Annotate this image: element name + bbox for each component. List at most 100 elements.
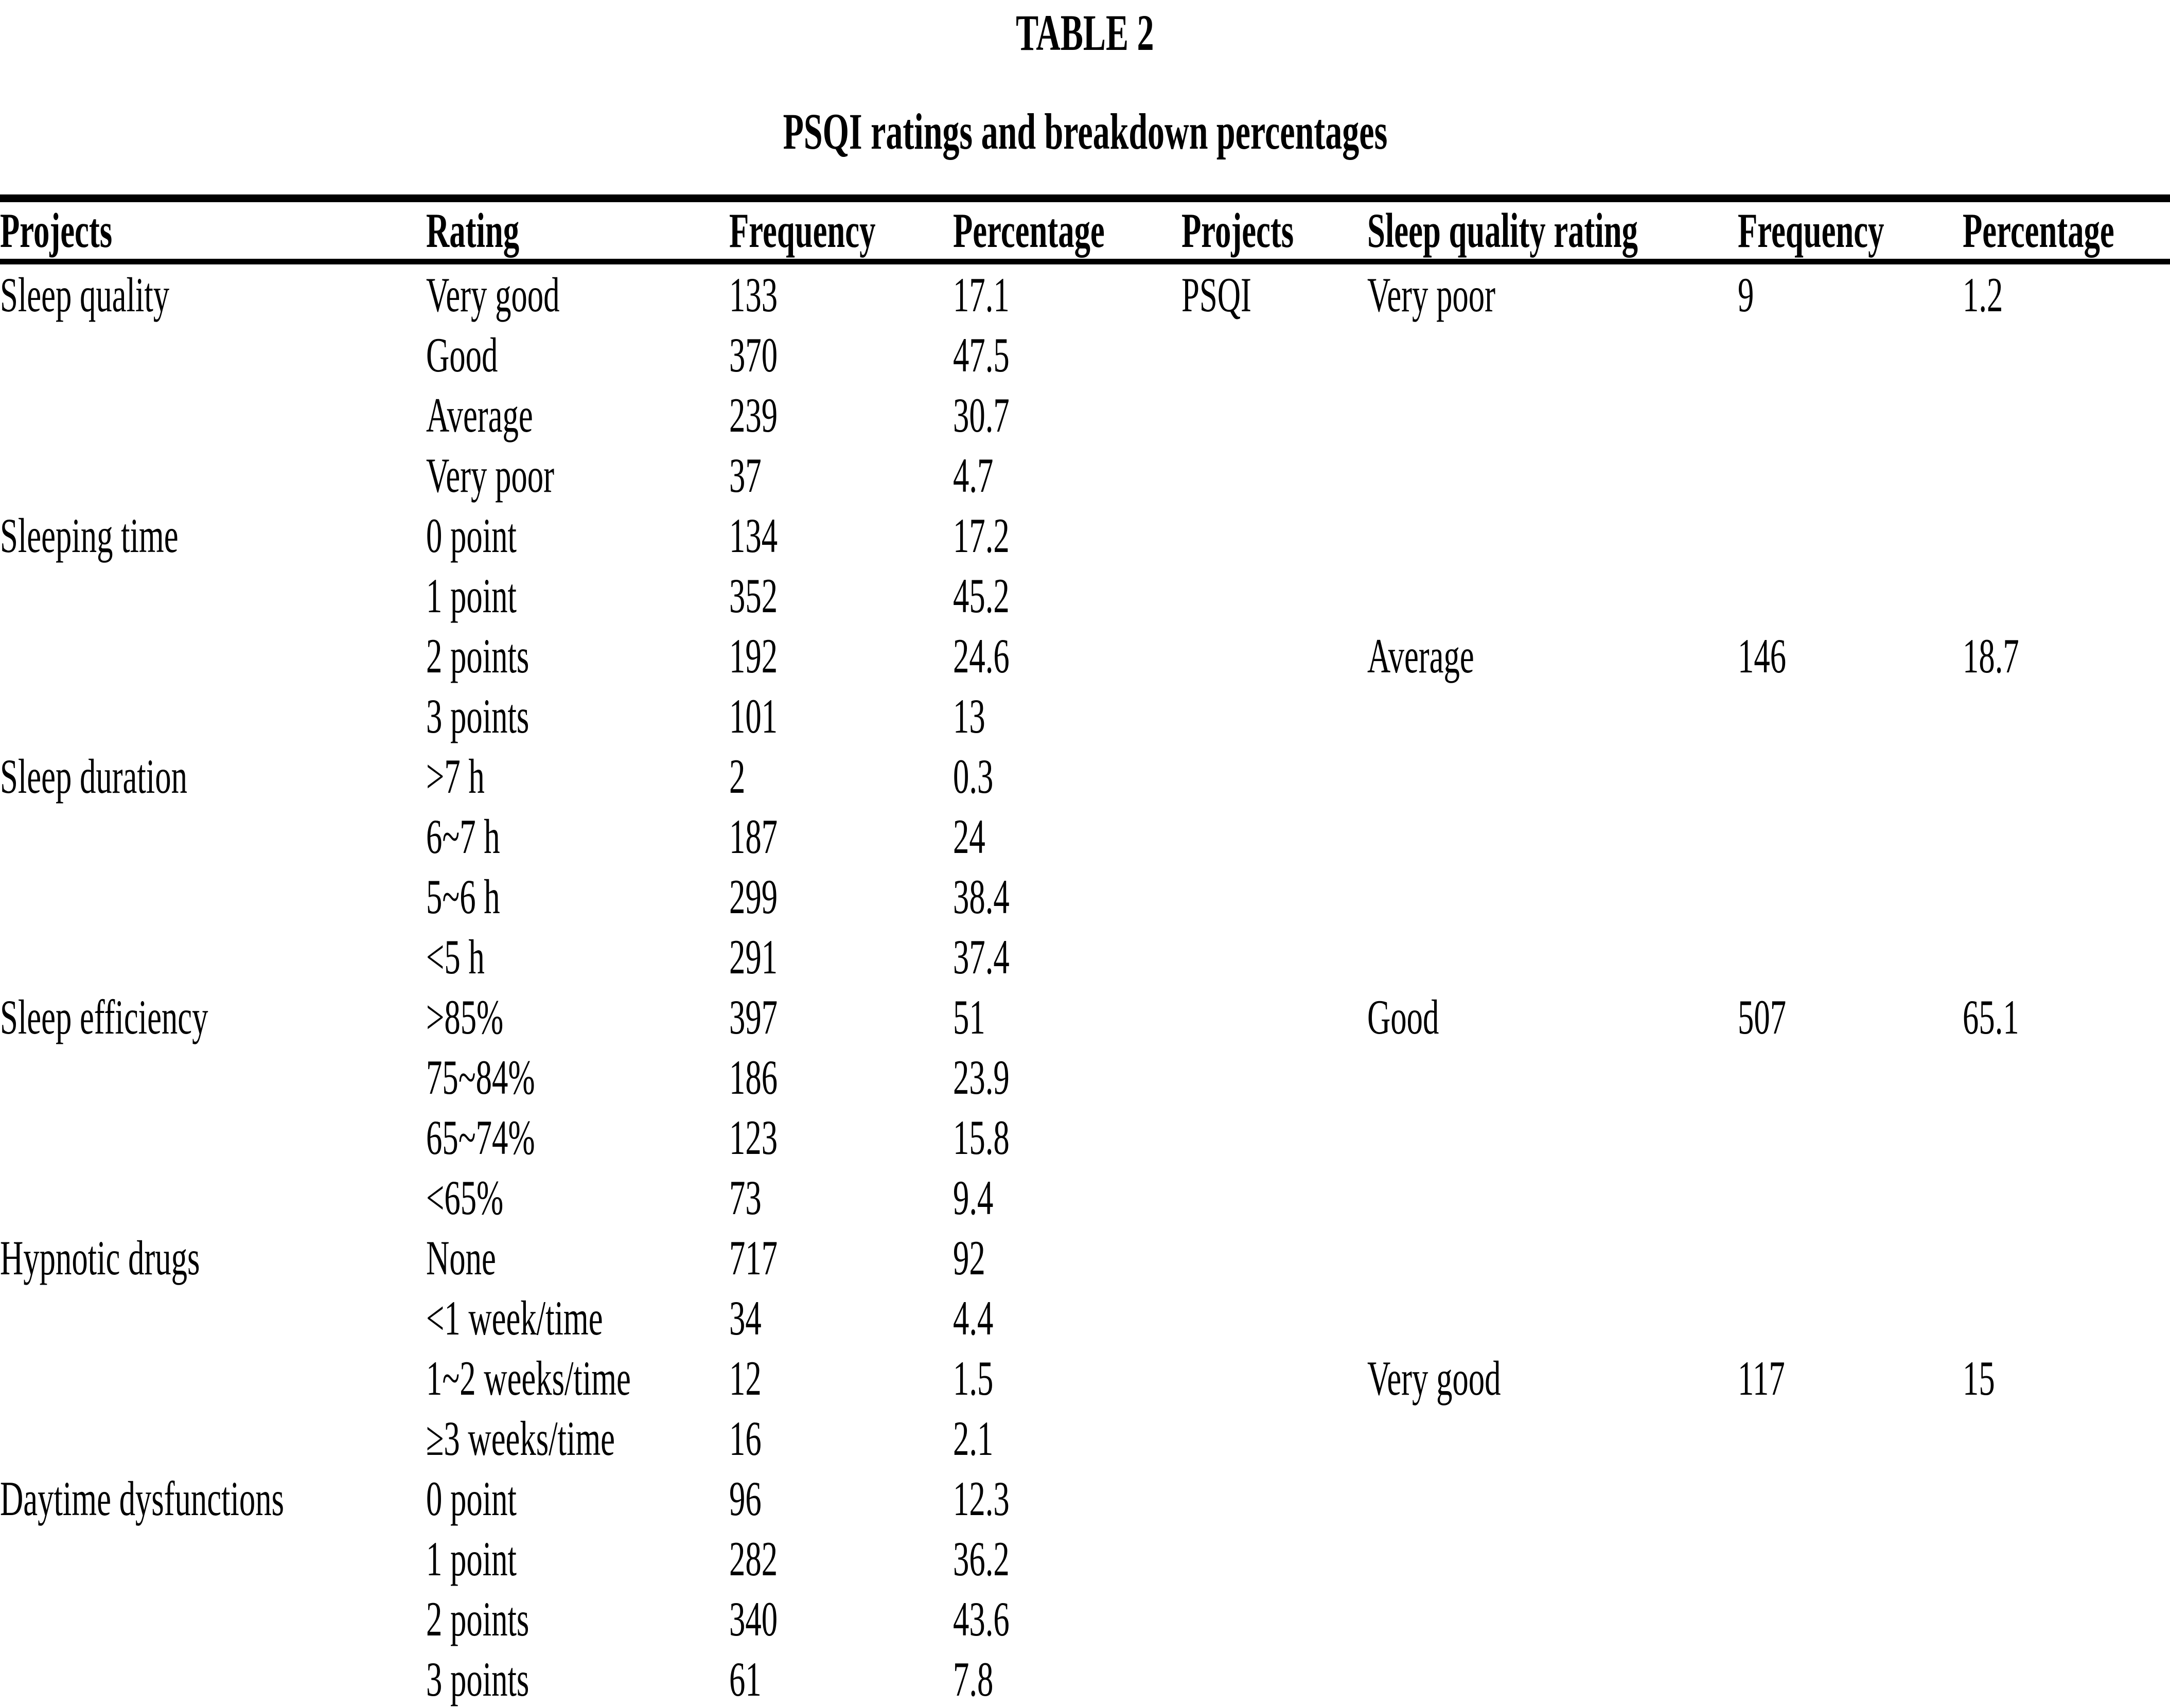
column-header-text: Sleep quality rating: [1367, 203, 1638, 258]
table-cell-text: 12.3: [953, 1471, 1010, 1526]
column-header-text: Projects: [0, 203, 113, 258]
table-cell: 73: [729, 1167, 953, 1227]
table-cell-text: 16: [729, 1411, 762, 1466]
table-cell-text: 36.2: [953, 1531, 1010, 1586]
table-cell: ≥3 weeks/time: [426, 1408, 729, 1468]
table-cell-text: 0 point: [426, 1471, 517, 1526]
table-cell-text: 1.2: [1963, 267, 2003, 322]
table-cell: [1963, 565, 2170, 626]
table-cell: [1963, 385, 2170, 445]
table-cell: Sleeping time: [0, 505, 426, 565]
table-cell: [0, 325, 426, 385]
table-cell: [1181, 987, 1367, 1047]
table-cell: [0, 1167, 426, 1227]
table-cell-text: 65.1: [1963, 989, 2019, 1044]
table-cell-text: 5~6 h: [426, 869, 500, 924]
table-cell: >7 h: [426, 746, 729, 806]
table-cell: [1738, 1468, 1963, 1528]
table-cell-text: Sleep quality: [0, 267, 170, 322]
table-cell-text: 73: [729, 1170, 762, 1225]
table-cell: 75~84%: [426, 1047, 729, 1107]
table-cell: [1963, 1408, 2170, 1468]
table-cell: Very good: [1367, 1348, 1738, 1408]
table-cell-text: Very good: [426, 267, 560, 322]
table-cell: 47.5: [953, 325, 1181, 385]
table-cell-text: 17.1: [953, 267, 1010, 322]
table-cell-text: 45.2: [953, 568, 1010, 623]
table-cell: 24.6: [953, 626, 1181, 686]
table-cell: [1367, 565, 1738, 626]
table-cell-text: 1 point: [426, 1531, 517, 1586]
table-cell: [1181, 686, 1367, 746]
table-cell: [0, 806, 426, 866]
table-cell: [0, 385, 426, 445]
table-cell: [1963, 866, 2170, 927]
table-cell: [1367, 505, 1738, 565]
table-cell-text: Very poor: [426, 448, 554, 503]
table-cell: 123: [729, 1107, 953, 1167]
table-cell: [1738, 445, 1963, 505]
table-cell: [1367, 385, 1738, 445]
table-cell: 65~74%: [426, 1107, 729, 1167]
table-cell-text: 2 points: [426, 1591, 530, 1646]
table-cell: [1181, 1589, 1367, 1649]
table-cell: [1963, 505, 2170, 565]
table-cell-text: 282: [729, 1531, 778, 1586]
table-cell-text: 38.4: [953, 869, 1010, 924]
table-cell: [1738, 1649, 1963, 1708]
table-cell-text: 9.4: [953, 1170, 994, 1225]
table-cell-text: >85%: [426, 989, 504, 1044]
table-cell: [1367, 1107, 1738, 1167]
table-row: 1 point 282 36.2: [0, 1528, 2170, 1589]
column-header-text: Percentage: [953, 203, 1105, 258]
title-block: TABLE 2 PSQI ratings and breakdown perce…: [0, 0, 2170, 157]
table-cell: 12.3: [953, 1468, 1181, 1528]
table-cell-text: 507: [1738, 989, 1787, 1044]
table-cell: [1738, 565, 1963, 626]
table-cell: [1181, 806, 1367, 866]
table-cell: [0, 1649, 426, 1708]
table-cell: [1738, 806, 1963, 866]
table-cell: Sleep efficiency: [0, 987, 426, 1047]
table-cell: [1738, 1227, 1963, 1288]
table-cell-text: Hypnotic drugs: [0, 1230, 200, 1285]
table-cell: [0, 1348, 426, 1408]
table-cell: [1181, 1288, 1367, 1348]
table-cell: 2.1: [953, 1408, 1181, 1468]
table-cell: 17.1: [953, 262, 1181, 325]
table-cell-text: 2.1: [953, 1411, 994, 1466]
table-cell: [0, 626, 426, 686]
table-cell: [1181, 385, 1367, 445]
table-cell-text: 4.4: [953, 1290, 994, 1345]
table-cell: 45.2: [953, 565, 1181, 626]
table-cell: [1367, 1528, 1738, 1589]
table-cell-text: 397: [729, 989, 778, 1044]
table-cell: [1963, 325, 2170, 385]
table-row: 2 points 192 24.6 Average 146 18.7: [0, 626, 2170, 686]
table-cell: [1181, 1649, 1367, 1708]
table-cell-text: None: [426, 1230, 496, 1285]
table-cell-text: 3 points: [426, 1651, 530, 1706]
table-cell-text: 30.7: [953, 387, 1010, 442]
column-header-text: Projects: [1181, 203, 1294, 258]
table-cell-text: 24: [953, 809, 985, 864]
table-cell: [0, 1288, 426, 1348]
table-cell-text: 123: [729, 1110, 778, 1165]
table-cell: 370: [729, 325, 953, 385]
table-cell: Average: [426, 385, 729, 445]
table-cell: [1181, 1167, 1367, 1227]
table-cell: [1367, 1288, 1738, 1348]
table-cell: 0.3: [953, 746, 1181, 806]
table-cell-text: 352: [729, 568, 778, 623]
table-row: 1~2 weeks/time 12 1.5 Very good 117 15: [0, 1348, 2170, 1408]
table-row: 65~74% 123 15.8: [0, 1107, 2170, 1167]
table-cell: 37.4: [953, 927, 1181, 987]
table-cell-text: 37.4: [953, 929, 1010, 984]
column-header: Projects: [1181, 198, 1367, 264]
table-cell: 12: [729, 1348, 953, 1408]
table-cell: 507: [1738, 987, 1963, 1047]
table-row: 6~7 h 187 24: [0, 806, 2170, 866]
table-cell-text: 717: [729, 1230, 778, 1285]
table-row: Average 239 30.7: [0, 385, 2170, 445]
table-cell: [1963, 1468, 2170, 1528]
